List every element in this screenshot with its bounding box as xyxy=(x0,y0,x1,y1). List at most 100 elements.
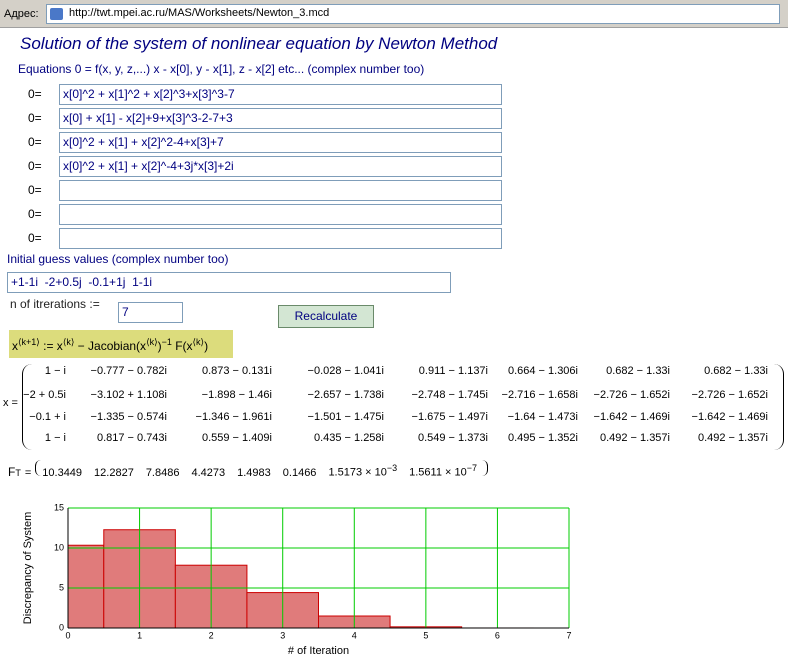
matrix-cell: 0.559 − 1.409i xyxy=(201,432,272,444)
formula-part: ⟨k⟩ xyxy=(62,337,75,347)
matrix-cell: −1.64 − 1.473i xyxy=(507,411,578,423)
matrix-cell: −1.346 − 1.961i xyxy=(195,411,272,423)
matrix-cell: −0.1 + i xyxy=(29,411,66,423)
matrix-label: x = xyxy=(3,397,18,409)
matrix-cell: −2.657 − 1.738i xyxy=(307,389,384,401)
formula-part: F(x xyxy=(171,339,193,353)
f-eq: = xyxy=(24,467,32,479)
equation-prefix: 0= xyxy=(28,135,42,149)
formula-part: − Jacobian(x xyxy=(74,339,147,353)
equation-input[interactable] xyxy=(59,204,502,225)
matrix-cell: 0.492 − 1.357i xyxy=(697,432,768,444)
x-tick-label: 7 xyxy=(566,630,571,640)
matrix-cell: −0.028 − 1.041i xyxy=(307,365,384,377)
matrix-cell: −2.748 − 1.745i xyxy=(411,389,488,401)
matrix-cell: 0.682 − 1.33i xyxy=(606,365,670,377)
formula-part: −1 xyxy=(161,337,172,347)
matrix-cell: 1 − i xyxy=(44,432,66,444)
recalculate-button[interactable]: Recalculate xyxy=(278,305,374,328)
initial-guess-input[interactable]: +1-1i -2+0.5j -0.1+1j 1-1i xyxy=(7,272,451,293)
f-value: 1.5173 × 10−3 xyxy=(328,463,397,479)
formula-part: x xyxy=(12,339,18,353)
equation-prefix: 0= xyxy=(28,111,42,125)
matrix-cell: 0.435 − 1.258i xyxy=(313,432,384,444)
formula-box: x⟨k+1⟩ := x⟨k⟩ − Jacobian(x⟨k⟩)−1 F(x⟨k⟩… xyxy=(9,330,233,358)
x-tick-label: 4 xyxy=(352,630,357,640)
formula-part: := x xyxy=(39,339,63,353)
matrix-cell: −0.777 − 0.782i xyxy=(90,365,167,377)
f-value-base: 1.5173 × 10 xyxy=(328,467,387,479)
matrix-cell: −1.642 − 1.469i xyxy=(593,411,670,423)
y-tick-label: 15 xyxy=(54,502,64,512)
f-value: 1.4983 xyxy=(237,467,271,479)
f-row: F T = 10.3449 12.2827 7.8486 4.4273 1.4983 0.146… xyxy=(8,460,488,479)
matrix-cell: 0.549 − 1.373i xyxy=(417,432,488,444)
f-value: 0.1466 xyxy=(282,467,317,479)
f-value-exp: −7 xyxy=(466,463,477,474)
matrix-cell: 0.817 − 0.743i xyxy=(96,432,167,444)
f-value-base: 1.5611 × 10 xyxy=(409,467,467,479)
matrix-cell: 0.664 − 1.306i xyxy=(507,365,578,377)
matrix-cell: −1.642 − 1.469i xyxy=(691,411,768,423)
matrix-cell: −1.675 − 1.497i xyxy=(411,411,488,423)
f-value-exp: −3 xyxy=(386,463,398,474)
formula-part: ⟨k⟩ xyxy=(192,337,205,347)
matrix-cell: 0.873 − 0.131i xyxy=(201,365,272,377)
initial-guess-label: Initial guess values (complex number too… xyxy=(7,252,229,266)
matrix-bracket xyxy=(22,364,32,450)
matrix-cell: −2 + 0.5i xyxy=(23,389,66,401)
matrix-cell: 0.495 − 1.352i xyxy=(507,432,578,444)
x-tick-label: 6 xyxy=(495,630,500,640)
f-value: 12.2827 xyxy=(94,467,134,479)
equation-input[interactable]: x[0] + x[1] - x[2]+9+x[3]^3-2-7+3 xyxy=(59,108,502,129)
iterations-input[interactable]: 7 xyxy=(118,302,183,323)
x-tick-label: 5 xyxy=(423,630,428,640)
equation-input[interactable]: x[0]^2 + x[1]^2 + x[2]^3+x[3]^3-7 xyxy=(59,84,502,105)
y-tick-label: 0 xyxy=(59,622,64,632)
formula-part: ) xyxy=(204,339,209,353)
y-tick-label: 10 xyxy=(54,542,64,552)
matrix-bracket xyxy=(774,364,784,450)
equation-prefix: 0= xyxy=(28,207,42,221)
f-value: 1.5611 × 10−7 xyxy=(409,463,477,479)
matrix-cell: −1.335 − 0.574i xyxy=(90,411,167,423)
equation-prefix: 0= xyxy=(28,159,42,173)
equation-input[interactable] xyxy=(59,180,502,201)
matrix-cell: 0.911 − 1.137i xyxy=(418,365,488,377)
equation-prefix: 0= xyxy=(28,87,42,101)
equation-prefix: 0= xyxy=(28,231,42,245)
y-axis-label: Discrepancy of System xyxy=(22,512,34,624)
formula-part: ) xyxy=(157,339,162,353)
formula-part: ⟨k+1⟩ xyxy=(18,337,40,347)
x-tick-label: 1 xyxy=(137,630,142,640)
bar xyxy=(68,544,105,628)
page-title: Solution of the system of nonlinear equa… xyxy=(20,34,498,53)
address-label: Адрес: xyxy=(4,8,39,20)
f-paren xyxy=(481,460,488,476)
matrix-cell: −1.501 − 1.475i xyxy=(307,411,384,423)
equation-input[interactable]: x[0]^2 + x[1] + x[2]^2-4+x[3]+7 xyxy=(59,132,502,153)
x-tick-label: 2 xyxy=(209,630,214,640)
matrix-cell: 1 − i xyxy=(44,365,66,377)
f-value: 4.4273 xyxy=(191,467,226,479)
x-tick-label: 3 xyxy=(280,630,285,640)
equation-prefix: 0= xyxy=(28,183,42,197)
f-name: F xyxy=(8,465,16,479)
formula-part: ⟨k⟩ xyxy=(146,337,158,347)
matrix-cell: −2.726 − 1.652i xyxy=(593,389,670,401)
y-tick-label: 5 xyxy=(59,582,64,592)
matrix-cell: −3.102 + 1.108i xyxy=(90,389,167,401)
page-icon xyxy=(50,8,63,20)
f-value: 10.3449 xyxy=(42,467,83,479)
equations-label: Equations 0 = f(x, y, z,...) x - x[0], y… xyxy=(18,62,425,76)
address-input[interactable]: http://twt.mpei.ac.ru/MAS/Worksheets/New… xyxy=(46,4,780,24)
f-sup: T xyxy=(15,468,21,478)
x-tick-label: 0 xyxy=(65,630,70,640)
matrix-cell: 0.682 − 1.33i xyxy=(704,365,768,377)
equation-input[interactable] xyxy=(59,228,502,249)
equation-input[interactable]: x[0]^2 + x[1] + x[2]^-4+3j*x[3]+2i xyxy=(59,156,502,177)
f-value: 7.8486 xyxy=(145,467,180,479)
matrix-cell: −1.898 − 1.46i xyxy=(201,389,272,401)
f-paren xyxy=(35,460,42,476)
